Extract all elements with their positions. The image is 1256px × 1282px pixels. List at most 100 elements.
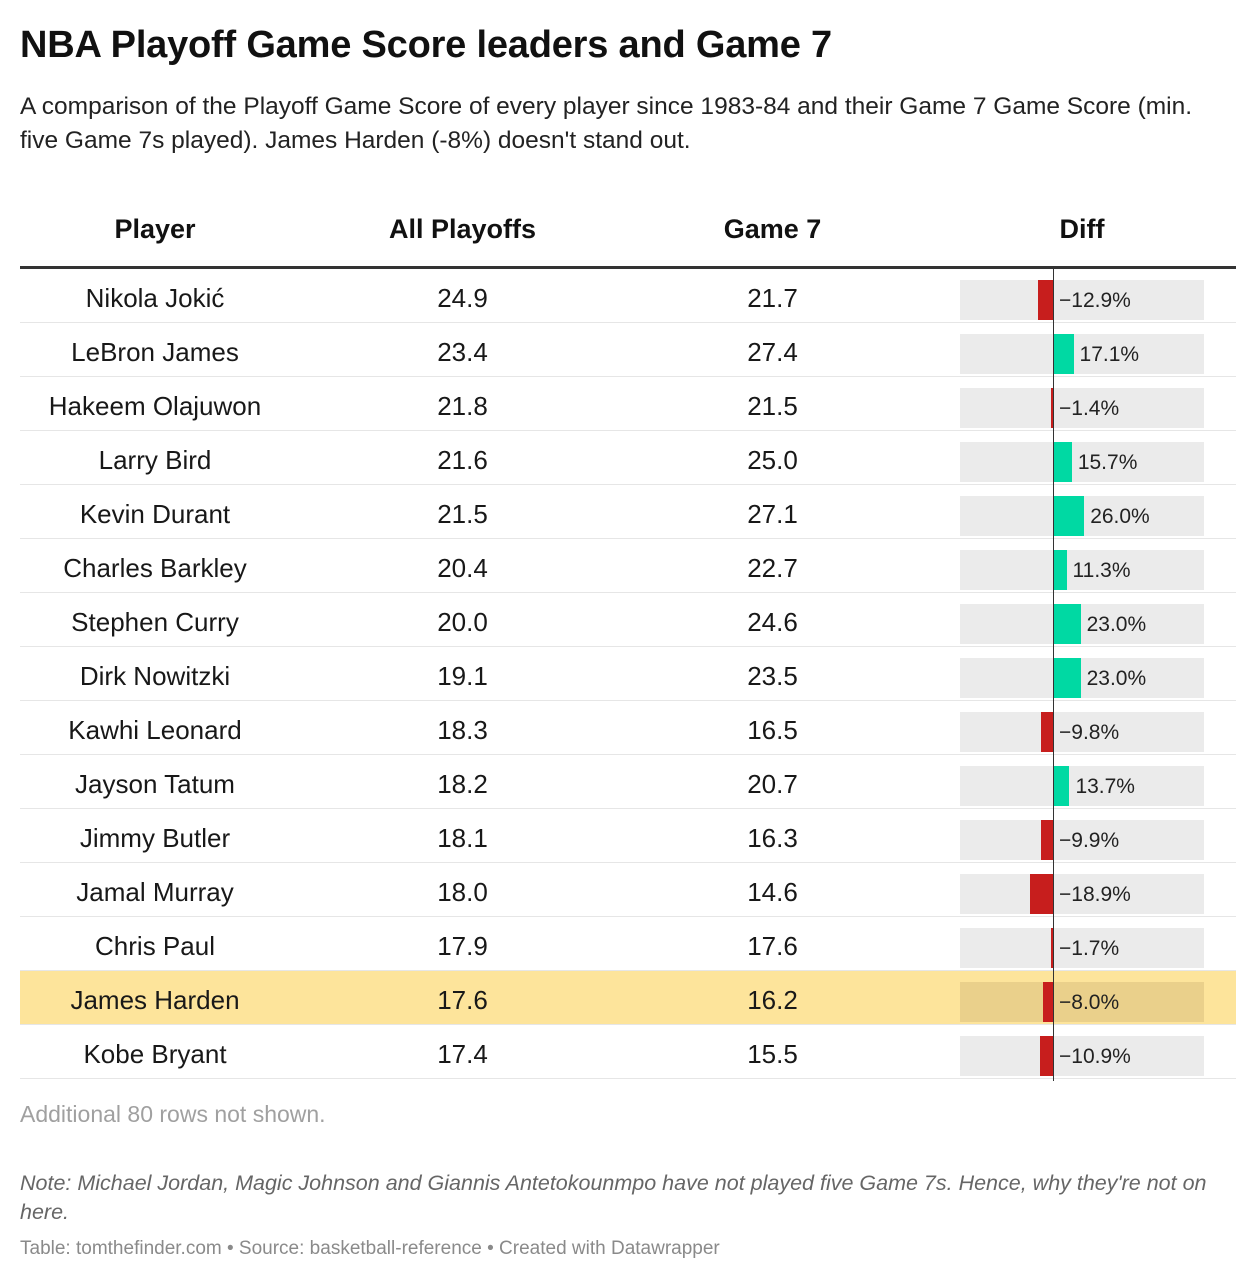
table-row: Jimmy Butler 18.1 16.3 −9.9% (20, 809, 1236, 863)
player-name: Jamal Murray (76, 877, 234, 907)
diff-bar-negative (1037, 280, 1053, 320)
diff-bar-negative (1051, 388, 1053, 428)
all-playoffs-value: 18.3 (437, 715, 488, 745)
diff-bar-positive (1053, 766, 1070, 806)
all-playoffs-value: 17.4 (437, 1039, 488, 1069)
table-row: Charles Barkley 20.4 22.7 11.3% (20, 539, 1236, 593)
header-diff[interactable]: Diff (1059, 214, 1105, 244)
diff-label: 15.7% (1077, 451, 1138, 474)
game7-value: 16.5 (747, 715, 798, 745)
all-playoffs-value: 21.6 (437, 445, 488, 475)
diff-bar-negative (1050, 928, 1053, 968)
table-row: Dirk Nowitzki 19.1 23.5 23.0% (20, 647, 1236, 701)
header-all-playoffs[interactable]: All Playoffs (388, 214, 537, 244)
player-name: Chris Paul (95, 931, 215, 961)
diff-cell: 15.7% (960, 442, 1204, 482)
diff-cell: −8.0% (960, 982, 1204, 1022)
diff-cell: −9.8% (960, 712, 1204, 752)
table-row: Kawhi Leonard 18.3 16.5 −9.8% (20, 701, 1236, 755)
diff-bar-positive (1053, 334, 1074, 374)
diff-label: −8.0% (1059, 991, 1120, 1014)
diff-cell: −1.4% (960, 388, 1204, 428)
all-playoffs-value: 17.6 (437, 985, 488, 1015)
game7-value: 15.5 (747, 1039, 798, 1069)
diff-cell: 13.7% (960, 766, 1204, 806)
diff-bar-negative (1041, 712, 1053, 752)
game7-value: 21.7 (747, 283, 798, 313)
table-body: Nikola Jokić 24.9 21.7 −12.9% LeBron James 23… (20, 269, 1236, 1079)
diff-cell: −1.7% (960, 928, 1204, 968)
diff-label: −10.9% (1059, 1045, 1131, 1068)
diff-bar-negative (1043, 982, 1053, 1022)
player-name: Dirk Nowitzki (79, 661, 231, 691)
table-row: Kobe Bryant 17.4 15.5 −10.9% (20, 1025, 1236, 1079)
credits: Table: tomthefinder.com • Source: basket… (20, 1238, 720, 1259)
game7-value: 16.3 (747, 823, 798, 853)
table-row: Jamal Murray 18.0 14.6 −18.9% (20, 863, 1236, 917)
all-playoffs-value: 20.0 (437, 607, 488, 637)
diff-cell: 23.0% (960, 604, 1204, 644)
diff-bar-positive (1053, 658, 1081, 698)
diff-bar-negative (1041, 820, 1053, 860)
all-playoffs-value: 18.0 (437, 877, 488, 907)
game7-value: 21.5 (747, 391, 798, 421)
all-playoffs-value: 17.9 (437, 931, 488, 961)
game7-value: 25.0 (747, 445, 798, 475)
player-name: Nikola Jokić (85, 283, 225, 313)
player-name: Kobe Bryant (83, 1039, 227, 1069)
table-row: Chris Paul 17.9 17.6 −1.7% (20, 917, 1236, 971)
chart-title: NBA Playoff Game Score leaders and Game … (20, 24, 832, 66)
diff-cell: −9.9% (960, 820, 1204, 860)
diff-bar-negative (1039, 1036, 1053, 1076)
game7-value: 27.1 (747, 499, 798, 529)
diff-label: 13.7% (1075, 775, 1135, 798)
diff-label: −1.7% (1059, 937, 1120, 960)
all-playoffs-value: 21.8 (437, 391, 488, 421)
diff-cell: 26.0% (960, 496, 1204, 536)
table-row: Hakeem Olajuwon 21.8 21.5 −1.4% (20, 377, 1236, 431)
header-player[interactable]: Player (114, 214, 196, 244)
game7-value: 16.2 (747, 985, 798, 1015)
data-table: Player All Playoffs Game 7 Diff Nikola J… (20, 198, 1236, 1081)
player-name: LeBron James (71, 337, 239, 367)
game7-value: 23.5 (747, 661, 798, 691)
game7-value: 22.7 (747, 553, 798, 583)
player-name: Hakeem Olajuwon (48, 391, 262, 421)
diff-label: 11.3% (1072, 559, 1131, 582)
diff-label: 17.1% (1079, 343, 1140, 366)
player-name: Larry Bird (98, 445, 212, 475)
diff-cell: −12.9% (960, 280, 1204, 320)
header-game-7[interactable]: Game 7 (723, 214, 822, 244)
diff-label: −9.8% (1059, 721, 1120, 744)
diff-label: −9.9% (1059, 829, 1120, 852)
all-playoffs-value: 18.2 (437, 769, 488, 799)
game7-value: 24.6 (747, 607, 798, 637)
diff-label: 26.0% (1090, 505, 1150, 528)
diff-label: −12.9% (1059, 289, 1131, 312)
table-row: Stephen Curry 20.0 24.6 23.0% (20, 593, 1236, 647)
table-row: Nikola Jokić 24.9 21.7 −12.9% (20, 269, 1236, 323)
game7-value: 27.4 (747, 337, 798, 367)
player-name: Stephen Curry (71, 607, 239, 637)
diff-bar-positive (1053, 550, 1067, 590)
table-row: James Harden 17.6 16.2 −8.0% (20, 971, 1236, 1025)
diff-cell: 23.0% (960, 658, 1204, 698)
diff-label: −1.4% (1059, 397, 1120, 420)
all-playoffs-value: 20.4 (437, 553, 488, 583)
game7-value: 14.6 (747, 877, 798, 907)
diff-bar-positive (1053, 496, 1085, 536)
footnote: Note: Michael Jordan, Magic Johnson and … (20, 1171, 1207, 1224)
diff-zero-axis (1053, 269, 1054, 1081)
all-playoffs-value: 21.5 (437, 499, 488, 529)
diff-cell: 11.3% (960, 550, 1204, 590)
player-name: Kevin Durant (79, 499, 231, 529)
table-row: Jayson Tatum 18.2 20.7 13.7% (20, 755, 1236, 809)
diff-bar-positive (1053, 604, 1081, 644)
diff-label: 23.0% (1086, 613, 1147, 636)
diff-bar-positive (1053, 442, 1072, 482)
rows-not-shown-note: Additional 80 rows not shown. (20, 1101, 326, 1127)
diff-cell: −10.9% (960, 1036, 1204, 1076)
diff-label: −18.9% (1059, 883, 1131, 906)
player-name: Charles Barkley (63, 553, 247, 583)
player-name: Kawhi Leonard (68, 715, 242, 745)
